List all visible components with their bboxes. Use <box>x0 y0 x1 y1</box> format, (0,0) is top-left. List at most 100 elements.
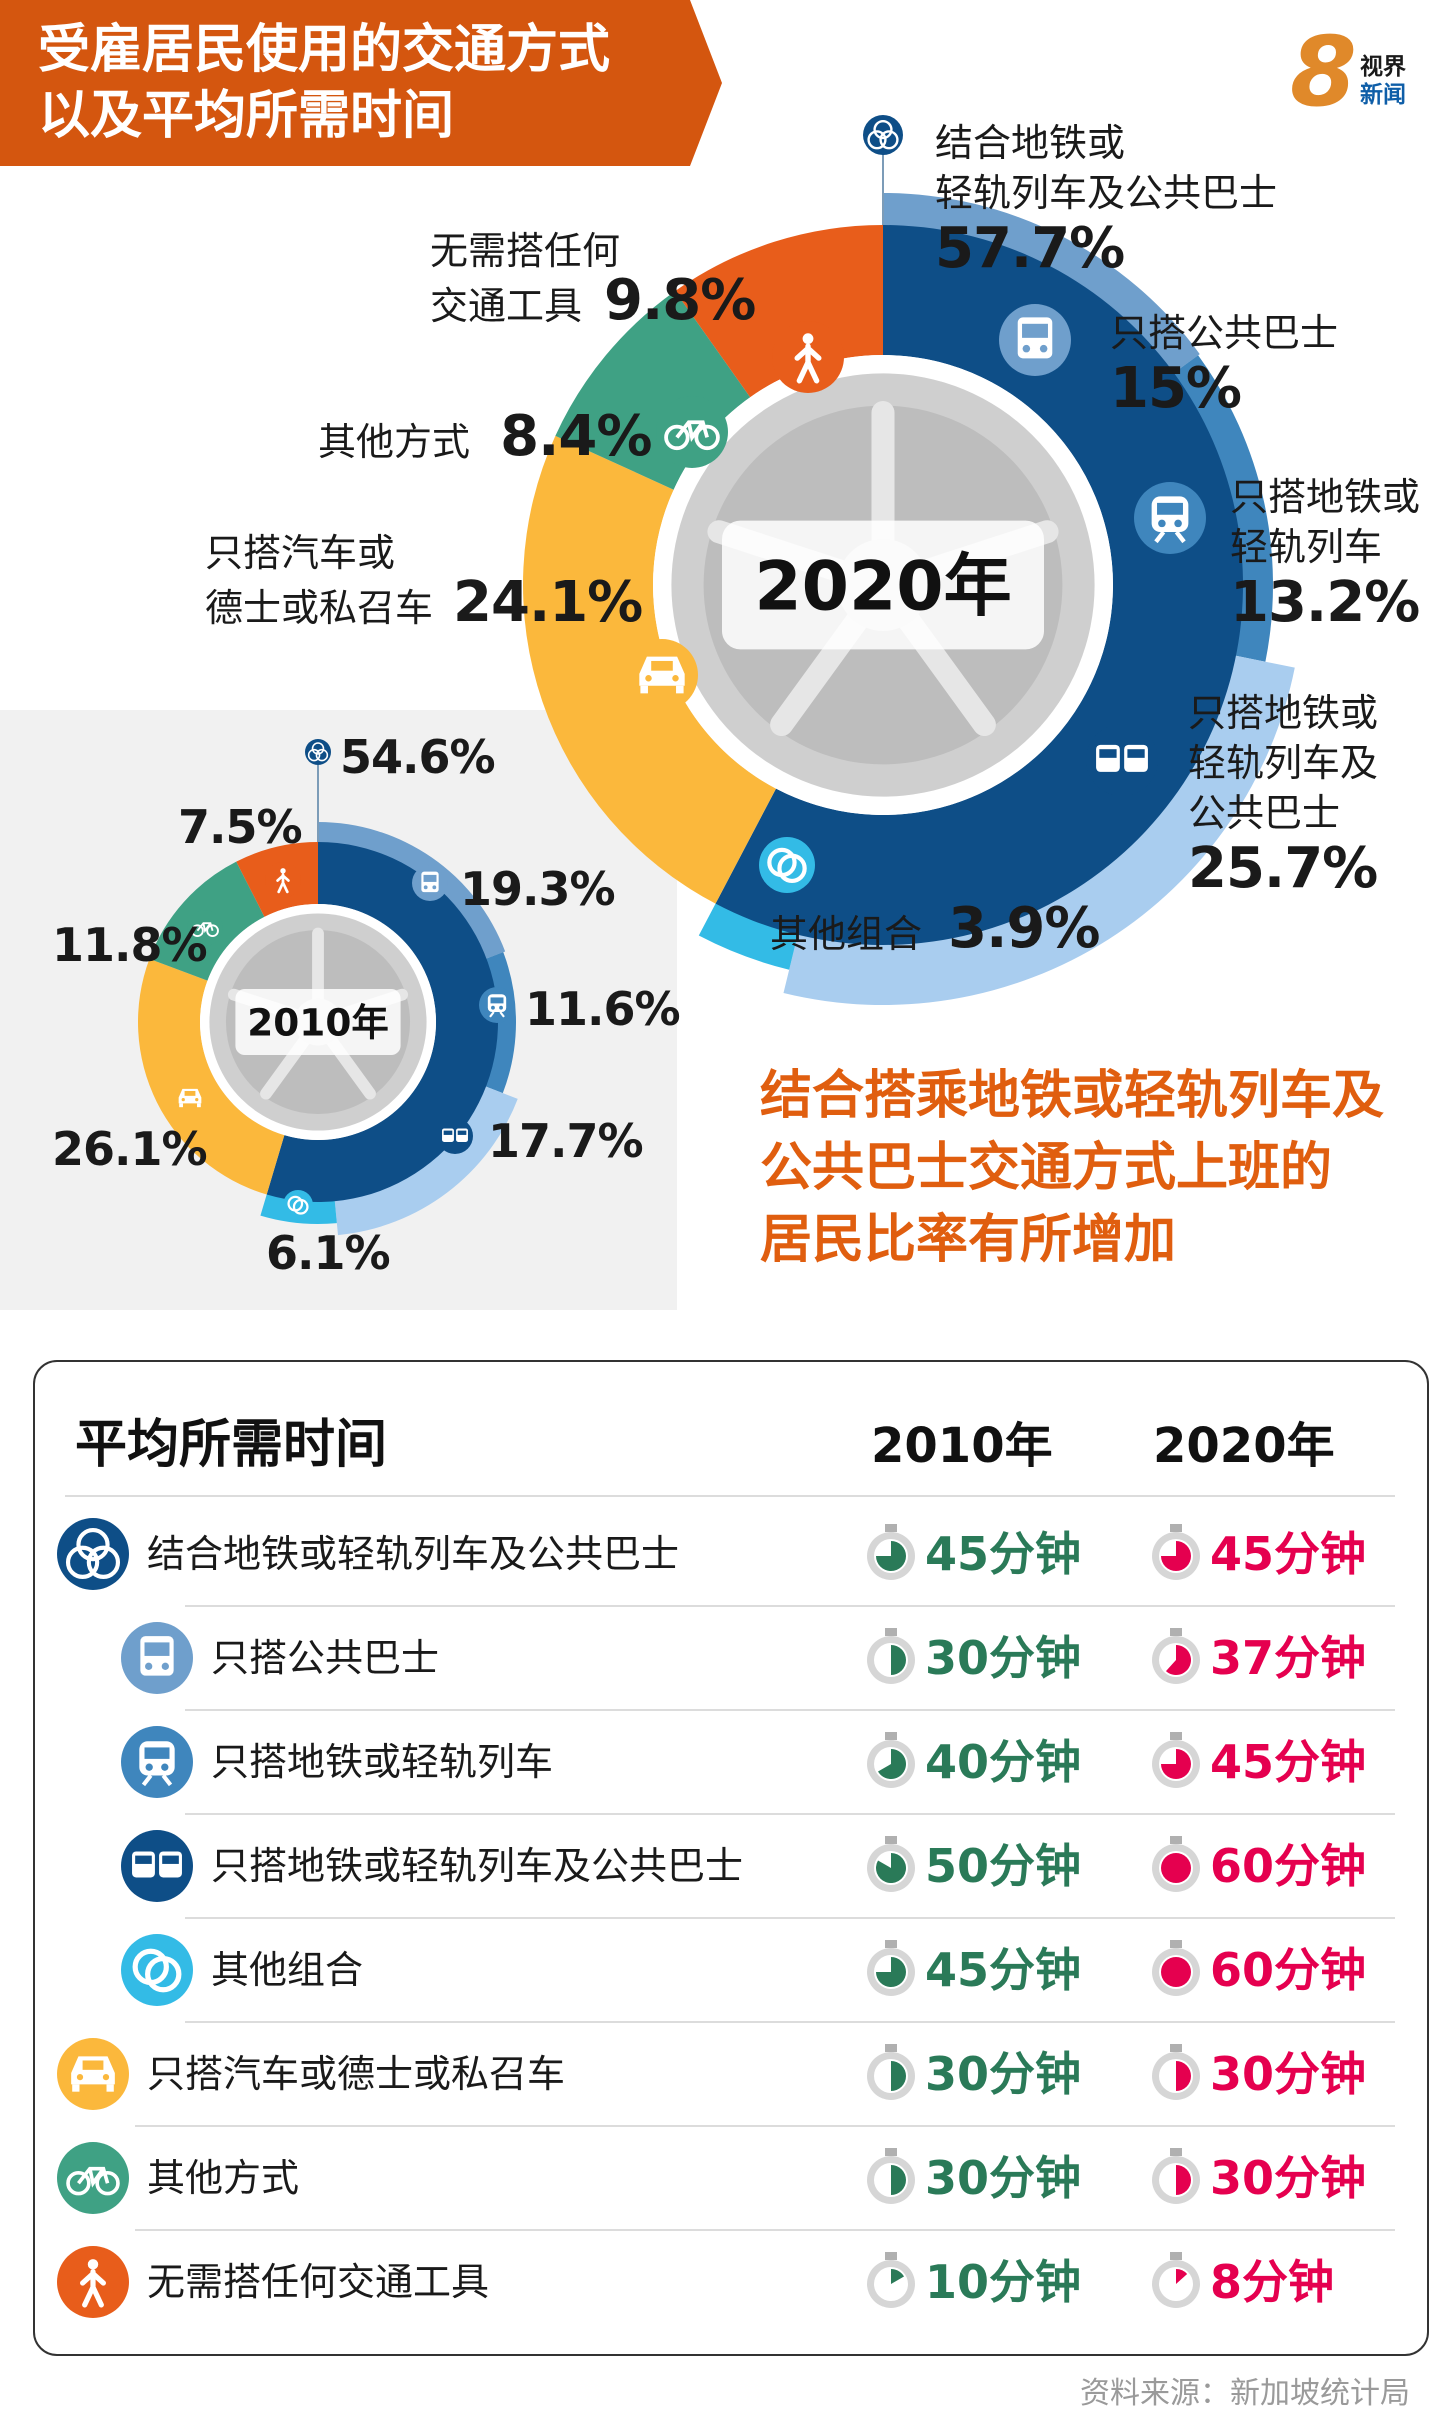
stopwatch-icon <box>1152 1940 1200 1996</box>
pct-combined-2020: 57.7% <box>935 216 1125 281</box>
label-mrtbus-line3: 公共巴士 <box>1188 791 1341 835</box>
label-mrt-line1: 只搭地铁或 <box>1230 475 1421 519</box>
time-2010: 50分钟 <box>925 1839 1082 1893</box>
label-bus-2020: 只搭公共巴士 15% <box>1110 308 1338 420</box>
time-2010: 10分钟 <box>925 2255 1082 2309</box>
label-combined-line2: 轻轨列车及公共巴士 <box>935 171 1278 215</box>
label-walk-2020: 无需搭任何 交通工具 9.8% <box>430 226 756 331</box>
stopwatch-icon <box>867 1628 915 1684</box>
pct-combo-2010: 6.1% <box>266 1226 391 1280</box>
label-walk-line1: 无需搭任何 <box>430 229 621 273</box>
stopwatch-icon <box>1152 1524 1200 1580</box>
pct-others-2010: 11.8% <box>52 918 208 972</box>
donut-charts: 2020年 2010年 <box>137 115 1295 1236</box>
pct-bus-2020: 15% <box>1110 356 1242 421</box>
row-label: 其他方式 <box>147 2156 300 2200</box>
logo: 8 视界 新闻 <box>1290 24 1430 130</box>
row-divider <box>185 2021 1395 2023</box>
walker-icon <box>57 2246 129 2318</box>
time-2010: 30分钟 <box>925 2151 1082 2205</box>
car-icon <box>626 639 698 711</box>
bicycle-icon <box>57 2142 129 2214</box>
row-divider <box>185 1917 1395 1919</box>
pct-bus-2010: 19.3% <box>460 862 616 916</box>
table-row: 无需搭任何交通工具 10分钟 8分钟 <box>35 2230 1427 2334</box>
venn-icon <box>57 1518 129 1590</box>
banner-shape <box>0 0 722 166</box>
bicycle-icon <box>187 910 223 946</box>
donut-2010-wheel: 2010年 <box>200 904 436 1140</box>
table-row: 只搭汽车或德士或私召车 30分钟 30分钟 <box>35 2022 1427 2127</box>
row-label: 只搭地铁或轻轨列车及公共巴士 <box>211 1844 744 1888</box>
stopwatch-icon <box>1152 2148 1200 2204</box>
train-bus-icon <box>1086 724 1158 796</box>
stopwatch-icon <box>1152 1836 1200 1892</box>
table-row: 其他组合 45分钟 60分钟 <box>35 1918 1427 2023</box>
callout-line2: 公共巴士交通方式上班的 <box>760 1138 1333 1198</box>
table-row: 只搭地铁或轻轨列车及公共巴士 50分钟 60分钟 <box>35 1814 1427 1919</box>
pct-mrt-2010: 11.6% <box>525 982 681 1036</box>
logo-line-2: 新闻 <box>1360 82 1406 108</box>
label-car-2020: 只搭汽车或 德士或私召车 24.1% <box>205 528 643 633</box>
train-bus-icon <box>121 1830 193 1902</box>
logo-line-1: 视界 <box>1360 54 1406 80</box>
donut-2010-slice-combined <box>266 842 498 1202</box>
time-2020: 30分钟 <box>1210 2151 1367 2205</box>
train-bus-icon <box>437 1118 473 1154</box>
label-car-line2: 德士或私召车 <box>205 586 434 630</box>
pct-combo-2020: 3.9% <box>948 896 1100 961</box>
label-combined-line1: 结合地铁或 <box>935 121 1126 165</box>
donut-2010-slice-car <box>137 958 285 1195</box>
venn-icon <box>305 739 331 765</box>
pct-mrtbus-2010: 17.7% <box>488 1114 644 1168</box>
donut-2020: 2020年 <box>523 115 1295 1005</box>
donut-2010-ring-bus_only <box>318 822 506 960</box>
time-2010: 30分钟 <box>925 2047 1082 2101</box>
row-divider <box>185 1605 1395 1607</box>
label-combined-2020: 结合地铁或 轻轨列车及公共巴士 57.7% <box>935 118 1277 280</box>
col-2010: 2010年 <box>871 1418 1053 1474</box>
stopwatch-icon <box>867 1732 915 1788</box>
time-2020: 30分钟 <box>1210 2047 1367 2101</box>
label-walk-line2: 交通工具 <box>430 284 583 328</box>
row-label: 只搭公共巴士 <box>211 1636 440 1680</box>
venn-icon <box>863 115 903 155</box>
time-2020: 45分钟 <box>1210 1527 1367 1581</box>
label-mrt-line2: 轻轨列车 <box>1230 525 1383 569</box>
donut-2010-wheel-title: 2010年 <box>247 1000 388 1044</box>
train-icon <box>1134 482 1206 554</box>
train-icon <box>121 1726 193 1798</box>
time-2020: 60分钟 <box>1210 1839 1367 1893</box>
time-2010: 30分钟 <box>925 1631 1082 1685</box>
pct-combined-2010: 54.6% <box>340 730 496 784</box>
row-label: 只搭汽车或德士或私召车 <box>147 2052 566 2096</box>
rings-icon <box>759 837 815 893</box>
stopwatch-icon <box>1152 1732 1200 1788</box>
table-row: 其他方式 30分钟 30分钟 <box>35 2126 1427 2231</box>
time-2020: 8分钟 <box>1210 2255 1335 2309</box>
row-divider <box>135 2229 1395 2231</box>
row-divider <box>185 1709 1395 1711</box>
stopwatch-icon <box>867 1940 915 1996</box>
walker-icon <box>265 862 301 898</box>
label-combo-line1: 其他组合 <box>770 912 923 956</box>
bus-icon <box>412 865 448 901</box>
bus-icon <box>121 1622 193 1694</box>
title-line-1: 受雇居民使用的交通方式 <box>38 20 611 80</box>
pct-mrtbus-2020: 25.7% <box>1188 836 1378 901</box>
callout-line1: 结合搭乘地铁或轻轨列车及 <box>760 1066 1385 1126</box>
stopwatch-icon <box>1152 2252 1200 2308</box>
time-table: 平均所需时间 2010年 2020年 结合地铁或轻轨列车及公共巴士 45分钟 45分… <box>33 1360 1429 2356</box>
donut-2020-ring-mrt_and_bus <box>783 655 1295 1005</box>
time-2020: 37分钟 <box>1210 1631 1367 1685</box>
stopwatch-icon <box>1152 1628 1200 1684</box>
label-mrt-2020: 只搭地铁或 轻轨列车 13.2% <box>1230 472 1420 634</box>
rings-icon <box>283 1190 313 1220</box>
car-icon <box>172 1080 208 1116</box>
label-mrtbus-line2: 轻轨列车及 <box>1188 741 1379 785</box>
label-mrtbus-2020: 只搭地铁或 轻轨列车及 公共巴士 25.7% <box>1188 688 1378 900</box>
title-banner: 受雇居民使用的交通方式 以及平均所需时间 <box>0 0 722 166</box>
donut-2020-ring-mrt_only <box>1172 355 1274 662</box>
stopwatch-icon <box>867 2252 915 2308</box>
table-row: 只搭公共巴士 30分钟 37分钟 <box>35 1606 1427 1711</box>
